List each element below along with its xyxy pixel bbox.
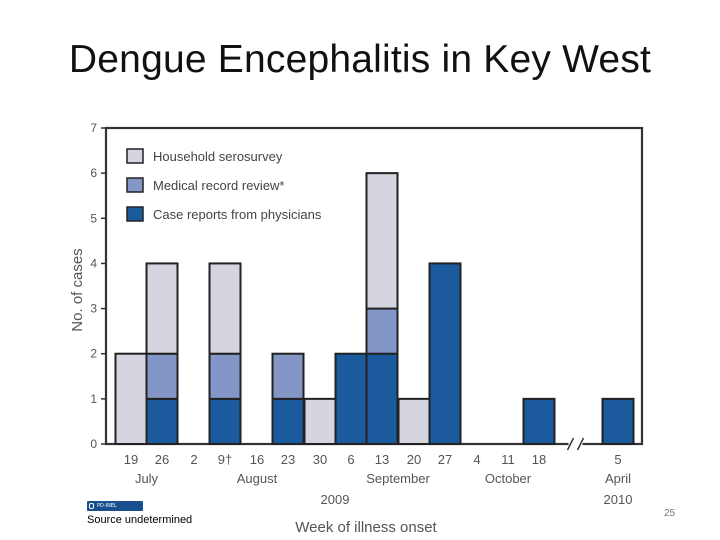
bar-segment [208, 262, 242, 355]
y-tick-label: 4 [90, 256, 97, 270]
bar-segment [145, 352, 179, 400]
legend-swatch [126, 206, 144, 222]
license-badge-text: PD-INEL [97, 503, 117, 509]
bar-segment [428, 262, 462, 445]
x-tick-label: 16 [250, 452, 264, 467]
y-tick-label: 6 [90, 166, 97, 180]
year-label: 2009 [321, 492, 350, 507]
bar-segment [271, 352, 305, 400]
x-axis-label: Week of illness onset [295, 519, 437, 536]
bar-segment [522, 397, 556, 446]
x-tick-label: 5 [614, 452, 621, 467]
bar-segment [365, 352, 399, 446]
y-tick-label: 2 [90, 347, 97, 361]
source-note: Source undetermined [87, 514, 193, 526]
y-tick-label: 0 [90, 437, 97, 451]
month-label: July [135, 471, 159, 486]
slide-title: Dengue Encephalitis in Key West [68, 38, 652, 81]
x-tick-label: 9† [218, 452, 232, 467]
bar-segment [334, 352, 368, 446]
bar-segment [397, 397, 431, 446]
x-tick-label: 13 [375, 452, 389, 467]
bar-segment [365, 307, 399, 355]
year-label: 2010 [604, 492, 633, 507]
x-tick-label: 30 [313, 452, 327, 467]
month-label: April [605, 471, 631, 486]
bar-segment [208, 397, 242, 446]
x-tick-label: 23 [281, 452, 295, 467]
x-tick-label: 2 [190, 452, 197, 467]
x-tick-label: 20 [407, 452, 421, 467]
x-tick-label: 26 [155, 452, 169, 467]
x-tick-label: 19 [124, 452, 138, 467]
legend-label: Household serosurvey [153, 149, 283, 164]
bar-segment [208, 352, 242, 400]
bar-segment [601, 397, 635, 446]
license-badge: PD-INEL [87, 501, 143, 511]
month-label: October [485, 471, 532, 486]
bar-segment [303, 397, 337, 446]
bar-segment [365, 172, 399, 310]
legend-label: Medical record review* [153, 178, 285, 193]
bar-segment [114, 352, 148, 446]
page-number: 25 [664, 508, 676, 519]
y-tick-label: 3 [90, 302, 97, 316]
y-tick-label: 5 [90, 211, 97, 225]
license-icon [89, 503, 94, 509]
y-tick-label: 1 [90, 392, 97, 406]
bar-segment [145, 397, 179, 446]
x-tick-label: 6 [347, 452, 354, 467]
y-axis-label: No. of cases [69, 248, 86, 331]
legend-swatch [126, 177, 144, 193]
bar-segment [145, 262, 179, 355]
x-tick-label: 27 [438, 452, 452, 467]
month-label: August [237, 471, 278, 486]
x-tick-label: 18 [532, 452, 546, 467]
x-tick-label: 4 [473, 452, 480, 467]
month-label: September [366, 471, 430, 486]
axis-break-mark [566, 437, 575, 451]
legend-swatch [126, 148, 144, 164]
axis-break-mark [576, 437, 585, 451]
y-tick-label: 7 [90, 121, 97, 135]
x-tick-label: 11 [501, 452, 515, 467]
bar-segment [271, 397, 305, 446]
legend-label: Case reports from physicians [153, 207, 322, 222]
